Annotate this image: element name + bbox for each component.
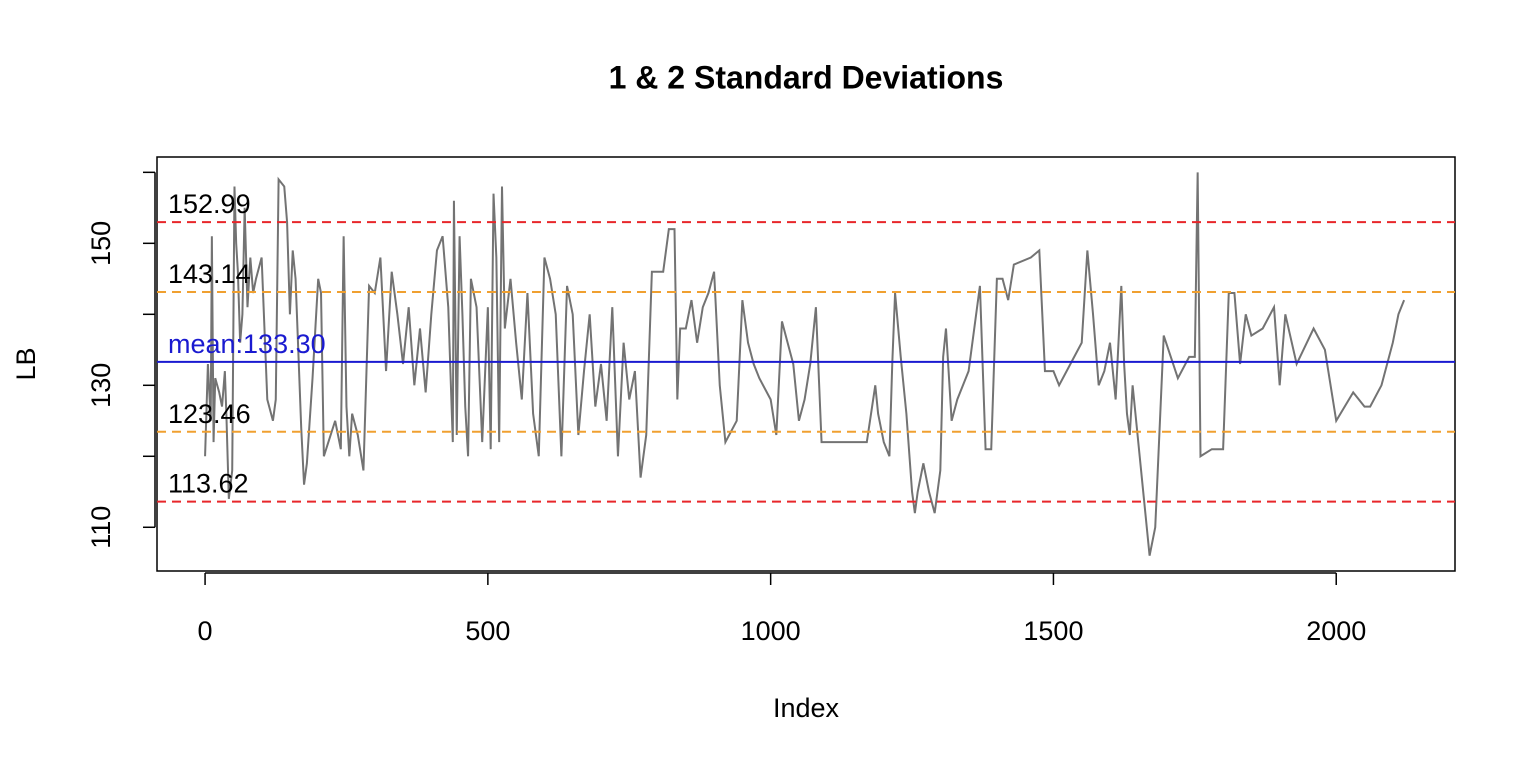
reference-label: mean:133.30 — [168, 329, 326, 359]
plot-box — [156, 156, 1456, 572]
reference-label: 143.14 — [168, 259, 251, 289]
reference-label: 113.62 — [168, 469, 249, 499]
reference-label: 152.99 — [168, 189, 251, 219]
x-tick-label: 1000 — [741, 616, 801, 646]
reference-label: 123.46 — [168, 399, 251, 429]
x-tick-label: 2000 — [1306, 616, 1366, 646]
x-tick-label: 500 — [465, 616, 510, 646]
y-tick-label: 110 — [86, 506, 116, 549]
data-line — [204, 172, 1406, 556]
y-tick-label: 150 — [86, 221, 116, 266]
y-axis-label: LB — [11, 347, 41, 380]
x-axis-label: Index — [773, 693, 840, 723]
chart-title: 1 & 2 Standard Deviations — [609, 59, 1004, 95]
y-tick-label: 130 — [86, 363, 116, 408]
x-tick-label: 0 — [198, 616, 213, 646]
x-tick-label: 1500 — [1023, 616, 1083, 646]
